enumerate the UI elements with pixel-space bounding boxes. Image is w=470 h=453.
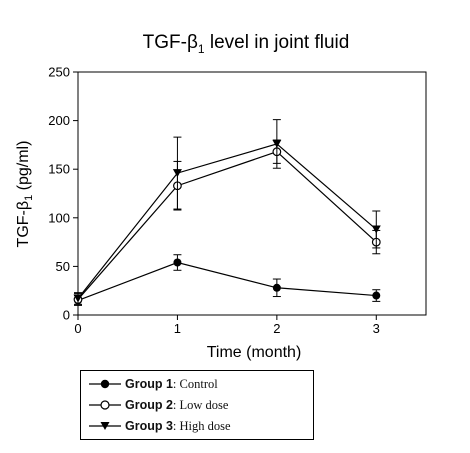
data-point-group-3	[371, 225, 381, 234]
plot-frame	[77, 71, 427, 316]
series-layer	[73, 119, 381, 306]
y-tick-label: 100	[48, 210, 70, 225]
legend-label-group-2: Group 2	[125, 398, 173, 412]
series-line-group-2	[77, 151, 377, 300]
y-tick-label: 0	[63, 308, 70, 323]
legend-item-group-2: Group 2: Low dose	[81, 396, 313, 414]
legend-desc-group-2: : Low dose	[172, 398, 229, 412]
legend-label-group-1: Group 1	[125, 377, 173, 391]
x-tick-label: 1	[174, 321, 181, 336]
data-point-group-1	[272, 283, 281, 292]
legend-label-group-3: Group 3	[125, 419, 173, 433]
triangle-down-marker-icon	[89, 422, 121, 430]
series-line-group-1	[77, 261, 377, 301]
x-axis-label: Time (month)	[207, 344, 302, 361]
legend-desc-group-1: : Control	[172, 377, 218, 391]
legend-item-group-1: Group 1: Control	[81, 375, 313, 393]
legend-item-group-3: Group 3: High dose	[81, 417, 313, 435]
y-tick-label: 50	[56, 259, 70, 274]
legend-desc-group-3: : High dose	[172, 419, 231, 433]
data-point-group-3	[272, 139, 282, 148]
data-point-group-3	[73, 294, 83, 303]
x-tick-label: 2	[273, 321, 280, 336]
data-point-group-1	[372, 291, 381, 300]
data-point-group-1	[173, 258, 182, 267]
axis-ticks: 0 50 100 150 200 250 0 1 2 3	[48, 65, 380, 337]
chart-title: TGF-β1 level in joint fluid	[143, 32, 350, 56]
y-tick-label: 150	[48, 162, 70, 177]
y-axis-label: TGF-β1 (pg/ml)	[15, 141, 35, 248]
filled-circle-marker-icon	[89, 379, 121, 389]
y-tick-label: 200	[48, 113, 70, 128]
y-tick-label: 250	[48, 65, 70, 80]
open-circle-marker-icon	[89, 400, 121, 410]
series-line-group-3	[77, 143, 377, 299]
x-tick-label: 3	[373, 321, 380, 336]
legend: Group 1: Control Group 2: Low dose Group…	[80, 370, 314, 440]
x-tick-label: 0	[74, 321, 81, 336]
data-point-group-3	[172, 169, 182, 178]
